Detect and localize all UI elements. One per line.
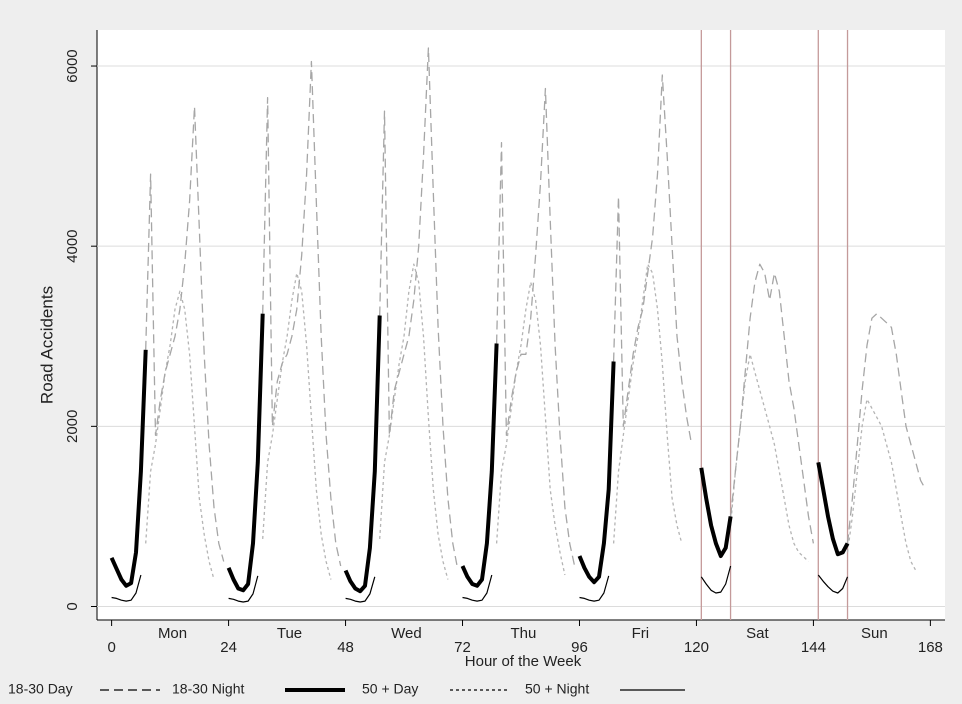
legend-label: 50 + Day: [362, 681, 418, 697]
series-line: [111, 565, 849, 603]
x-tick-label: 168: [918, 639, 943, 656]
series-line: [109, 313, 850, 594]
legend-label: 18-30 Night: [172, 681, 244, 697]
x-tick-label: 48: [337, 639, 354, 656]
day-label: Mon: [158, 625, 187, 642]
y-tick-label: 0: [64, 602, 81, 610]
plot-area: [97, 30, 945, 620]
series-line: [145, 263, 917, 580]
day-label: Fri: [632, 625, 650, 642]
day-label: Tue: [277, 625, 302, 642]
x-tick-label: 96: [571, 639, 588, 656]
x-tick-label: 144: [801, 639, 826, 656]
legend-label: 18-30 Day: [8, 681, 73, 697]
y-tick-label: 6000: [64, 49, 81, 82]
y-axis-label: Road Accidents: [37, 286, 56, 404]
x-tick-label: 24: [220, 639, 237, 656]
y-tick-label: 2000: [64, 410, 81, 443]
x-tick-label: 0: [107, 639, 115, 656]
day-label: Sat: [746, 625, 769, 642]
day-label: Sun: [861, 625, 888, 642]
legend-label: 50 + Night: [525, 681, 589, 697]
x-tick-label: 120: [684, 639, 709, 656]
x-tick-label: 72: [454, 639, 471, 656]
day-label: Thu: [511, 625, 537, 642]
x-axis-label: Hour of the Week: [465, 653, 582, 670]
series-line: [145, 47, 927, 569]
day-label: Wed: [391, 625, 422, 642]
y-tick-label: 4000: [64, 229, 81, 262]
